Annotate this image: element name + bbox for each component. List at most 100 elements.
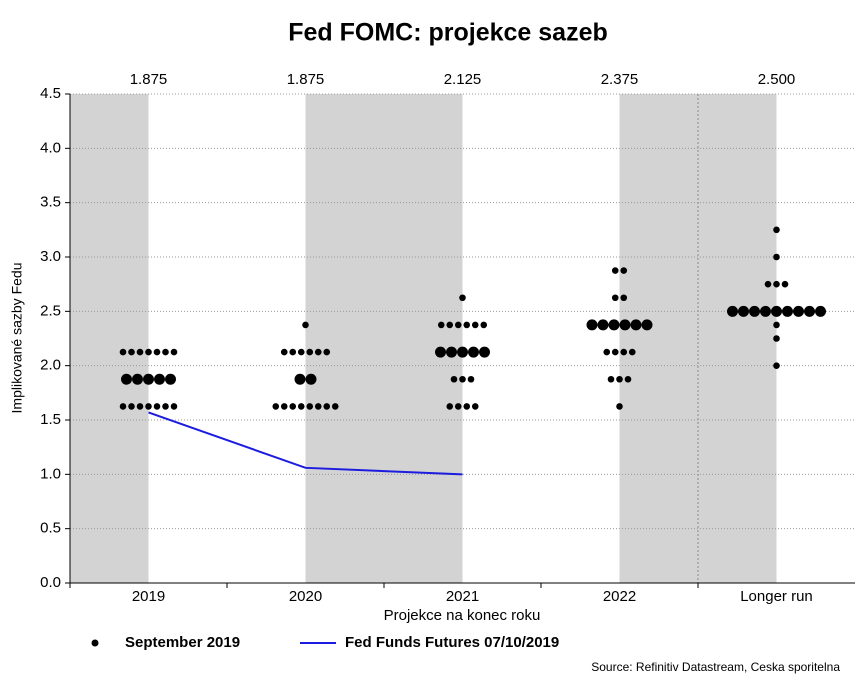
dot: [459, 375, 466, 383]
dot: [771, 305, 782, 317]
dot: [143, 373, 154, 385]
dot: [145, 348, 152, 356]
dot: [454, 403, 462, 410]
y-tick-label: 0.5: [40, 520, 61, 537]
dot: [471, 321, 479, 329]
dot: [314, 403, 322, 410]
x-tick-label: 2020: [289, 588, 322, 605]
dot: [153, 348, 161, 356]
median-label: 2.500: [758, 71, 796, 88]
dot: [773, 335, 780, 342]
dot: [170, 403, 178, 410]
dot: [586, 319, 598, 331]
dot: [773, 253, 780, 261]
dot: [165, 373, 176, 385]
y-tick-label: 2.0: [40, 357, 61, 374]
dot: [608, 319, 620, 331]
dot: [306, 403, 314, 410]
dot: [435, 346, 446, 358]
dot: [603, 348, 611, 356]
y-tick-label: 2.5: [40, 302, 61, 319]
dot: [162, 403, 169, 410]
y-tick-label: 1.0: [40, 465, 61, 482]
x-tick-label: 2019: [132, 588, 165, 605]
dot: [620, 348, 628, 356]
dot: [323, 348, 331, 356]
dot: [760, 305, 771, 317]
dot: [446, 403, 454, 410]
dot: [815, 305, 826, 317]
dot: [727, 305, 738, 317]
dot: [616, 375, 623, 383]
dot: [804, 305, 815, 317]
legend-label: September 2019: [125, 634, 240, 651]
dot: [305, 373, 317, 385]
median-label: 2.125: [444, 71, 482, 88]
dot: [773, 362, 780, 369]
dot: [136, 348, 144, 356]
dot: [289, 403, 297, 410]
dot: [468, 346, 479, 358]
dot: [297, 403, 305, 410]
dot: [289, 348, 297, 356]
dot: [620, 294, 628, 302]
dot: [454, 321, 462, 329]
dot: [630, 319, 642, 331]
dot: [467, 375, 475, 383]
median-label: 2.375: [601, 71, 639, 88]
dot: [446, 321, 454, 329]
dot: [170, 348, 178, 356]
legend-marker: [91, 639, 99, 647]
dot: [272, 403, 280, 410]
dot: [611, 348, 619, 356]
dot: [302, 321, 309, 329]
dot: [446, 346, 457, 358]
x-axis-label: Projekce na konec roku: [384, 607, 541, 624]
y-tick-label: 0.0: [40, 574, 61, 591]
legend-label: Fed Funds Futures 07/10/2019: [345, 634, 559, 651]
dot: [624, 375, 632, 383]
x-tick-label: Longer run: [740, 588, 813, 605]
dot: [154, 373, 165, 385]
x-tick-label: 2021: [446, 588, 479, 605]
dot: [450, 375, 458, 383]
dot: [153, 403, 161, 410]
dot: [607, 375, 615, 383]
dot: [749, 305, 760, 317]
dot: [297, 348, 305, 356]
futures-line: [148, 411, 463, 476]
dot: [616, 403, 623, 410]
dot: [119, 348, 127, 356]
median-label: 1.875: [287, 71, 325, 88]
dot: [128, 403, 135, 410]
y-tick-label: 3.0: [40, 248, 61, 265]
dot: [619, 319, 631, 331]
median-label: 1.875: [130, 71, 168, 88]
source: Source: Refinitiv Datastream, Ceska spor…: [591, 660, 840, 674]
y-tick-label: 1.5: [40, 411, 61, 428]
dot: [280, 403, 288, 410]
dot: [136, 403, 144, 410]
y-axis-label: Implikované sazby Fedu: [9, 263, 25, 414]
dot: [459, 294, 466, 302]
dot: [162, 348, 169, 356]
dot: [793, 305, 804, 317]
dot: [597, 319, 609, 331]
dot: [611, 267, 619, 274]
dot: [471, 403, 479, 410]
dot: [294, 373, 306, 385]
dot: [128, 348, 135, 356]
dot: [437, 321, 445, 329]
dot: [314, 348, 322, 356]
dot: [782, 305, 793, 317]
dot: [628, 348, 636, 356]
dot: [306, 348, 314, 356]
x-tick-label: 2022: [603, 588, 636, 605]
dot: [620, 267, 628, 274]
dot: [145, 403, 152, 410]
dot: [479, 346, 490, 358]
shading: [305, 94, 463, 583]
dot: [641, 319, 653, 331]
dot: [280, 348, 288, 356]
